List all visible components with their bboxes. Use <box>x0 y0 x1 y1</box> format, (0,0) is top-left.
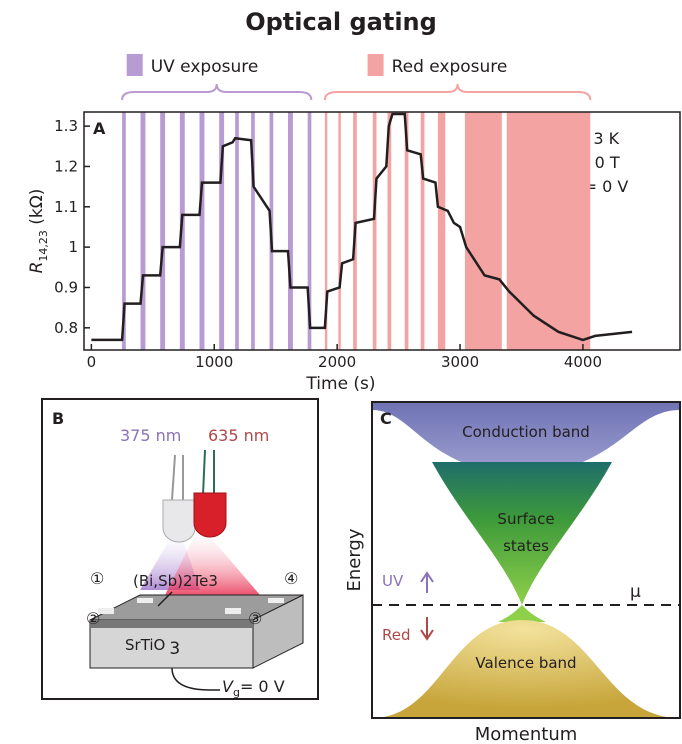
lower-cone <box>498 605 546 622</box>
contact-label: ① <box>90 569 104 588</box>
gate-wire <box>171 667 220 691</box>
mu-label: μ <box>630 582 641 602</box>
exposure-band <box>464 112 502 350</box>
exposure-band <box>307 112 312 350</box>
brace <box>121 83 313 101</box>
led-lead <box>202 449 206 496</box>
exposure-band <box>506 112 591 350</box>
y-label-main: R <box>27 262 47 274</box>
x-tick-label: 0 <box>87 353 97 371</box>
arrow <box>157 591 173 607</box>
material-part: Te <box>192 572 209 590</box>
gate-rest: = 0 V <box>240 677 285 696</box>
red-led <box>193 492 227 538</box>
chip-side <box>252 594 304 669</box>
exposure-band <box>387 112 392 350</box>
material-part: 2 <box>183 572 193 590</box>
legend-swatch <box>367 54 384 76</box>
data-line <box>91 112 633 342</box>
substrate-main: SrTiO <box>125 636 165 654</box>
substrate-sub: 3 <box>169 639 180 659</box>
exposure-band <box>235 112 239 350</box>
surface-states-cone <box>432 462 612 605</box>
contact-label: ④ <box>284 569 298 588</box>
exposure-band <box>199 112 205 350</box>
condition-value: = 0 V <box>579 177 629 196</box>
legend-label: Red exposure <box>392 57 508 77</box>
material-part: 3 <box>208 572 218 590</box>
exposure-band <box>219 112 225 350</box>
exposure-band <box>287 112 293 350</box>
red-label: Red <box>382 626 411 644</box>
contact-pad <box>225 608 241 614</box>
exposure-band <box>437 112 446 350</box>
down-arrow <box>420 617 434 641</box>
up-arrow <box>420 571 434 593</box>
y-tick-label: 0.8 <box>54 319 78 337</box>
valence-band <box>372 620 680 718</box>
material-part: (Bi,Sb) <box>133 572 183 590</box>
y-label-sub: 14,23 <box>37 230 50 262</box>
red-beam <box>165 525 260 595</box>
y-tick-label: 1.1 <box>54 198 78 216</box>
exposure-band <box>122 112 126 350</box>
panel-frame <box>41 398 319 700</box>
y-tick-label: 1 <box>68 238 78 256</box>
gate-label: Vg= 0 V <box>222 677 285 699</box>
exposure-band <box>251 112 255 350</box>
panel-label: B <box>52 409 64 428</box>
y-tick-label: 0.9 <box>54 278 78 296</box>
contact-pad <box>98 608 114 614</box>
x-axis-label: Time (s) <box>305 374 375 394</box>
y-label-unit: (kΩ) <box>27 189 47 231</box>
y-axis-label: Energy <box>344 528 365 591</box>
x-tick-label: 2000 <box>318 353 356 371</box>
title: Optical gating <box>245 8 437 36</box>
exposure-band <box>372 112 377 350</box>
panel-frame <box>371 401 681 719</box>
uv-led <box>162 499 196 543</box>
exposure-band <box>140 112 146 350</box>
contact-pad <box>137 598 153 603</box>
x-tick-label: 1000 <box>195 353 233 371</box>
uv-label: UV <box>382 572 404 590</box>
band-label: Surface <box>497 510 554 528</box>
x-tick-label: 3000 <box>441 353 479 371</box>
y-tick-label: 1.3 <box>54 117 78 135</box>
y-tick-label: 1.2 <box>54 157 78 175</box>
exposure-band <box>420 112 425 350</box>
substrate: SrTiO 3 <box>125 636 180 659</box>
panel-c: C Conduction band Surface states Valence… <box>344 401 681 744</box>
uv-wavelength: 375 nm <box>120 426 181 445</box>
material: (Bi,Sb)2Te3 <box>133 572 218 590</box>
contact-label: ③ <box>248 609 262 628</box>
x-tick-label: 4000 <box>564 353 602 371</box>
led-lead <box>171 454 176 501</box>
panel-label: A <box>93 119 106 138</box>
brace <box>323 83 592 101</box>
panel-label: C <box>380 409 392 428</box>
exposure-band <box>338 112 341 350</box>
legend-swatch <box>126 54 143 76</box>
contact-label: ② <box>86 609 100 628</box>
band-label: Valence band <box>475 654 576 672</box>
band-label: Conduction band <box>462 423 590 441</box>
red-wavelength: 635 nm <box>208 426 269 445</box>
film <box>90 620 253 628</box>
y-axis-label: R14,23 (kΩ) <box>27 189 50 274</box>
gate-sub: g <box>233 686 240 699</box>
contact-pad <box>268 598 284 603</box>
conduction-band <box>372 402 680 475</box>
exposure-band <box>324 112 328 350</box>
x-axis-label: Momentum <box>475 724 578 744</box>
exposure-band <box>160 112 166 350</box>
band-label: states <box>503 537 549 555</box>
gate-main: V <box>222 677 234 696</box>
plot-frame <box>83 111 681 351</box>
legend-label: UV exposure <box>151 57 259 77</box>
panel-b: B 375 nm 635 nm ① ② ③ ④ (Bi,Sb)2Te3 SrTi… <box>41 398 319 700</box>
exposure-band <box>404 112 409 350</box>
